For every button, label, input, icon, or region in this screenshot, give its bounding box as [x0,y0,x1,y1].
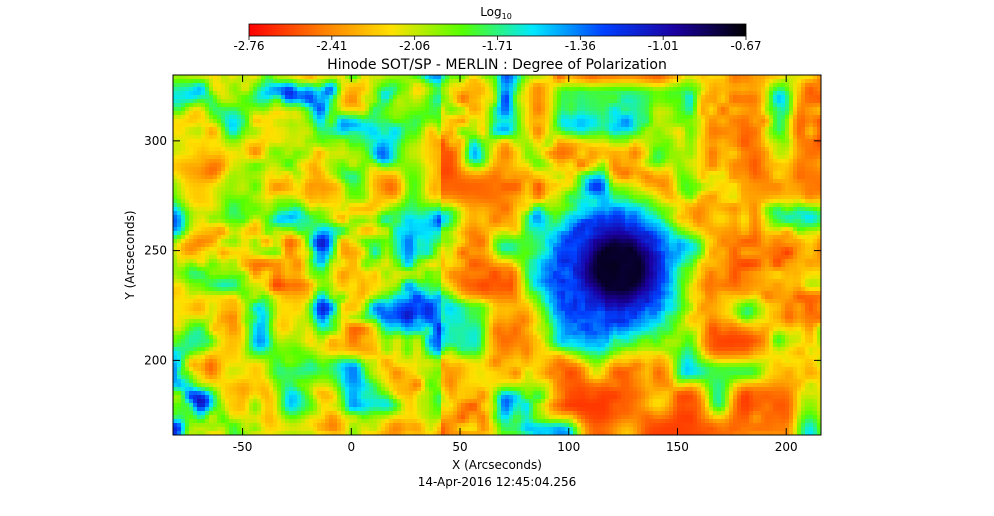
timestamp: 14-Apr-2016 12:45:04.256 [418,475,577,489]
colorbar-label: Log10 [480,5,512,21]
chart-title: Hinode SOT/SP - MERLIN : Degree of Polar… [327,57,667,73]
colorbar-tick-label: -2.41 [316,39,347,53]
colorbar-tick-label: -1.36 [565,39,596,53]
x-axis-label: X (Arcseconds) [452,458,542,472]
colorbar [249,24,746,36]
colorbar-tick-label: -0.67 [730,39,761,53]
y-tick-label: 250 [144,244,167,258]
colorbar-tick-label: -1.01 [648,39,679,53]
colorbar-tick-label: -1.71 [482,39,513,53]
colorbar-ticks: -2.76 -2.41 -2.06 -1.71 -1.36 -1.01 -0.67 [233,36,761,53]
y-axis-label: Y (Arcseconds) [123,210,137,300]
colorbar-label-subscript: 10 [502,12,512,21]
x-tick-label: 0 [347,440,355,454]
x-tick-label: 50 [452,440,467,454]
y-tick-label: 300 [144,134,167,148]
x-tick-label: 150 [666,440,689,454]
y-tick-label: 200 [144,353,167,367]
colorbar-tick-label: -2.06 [399,39,430,53]
colorbar-tick-label: -2.76 [233,39,264,53]
x-tick-label: 100 [557,440,580,454]
x-tick-label: -50 [233,440,253,454]
x-tick-label: 200 [775,440,798,454]
heatmap-image [173,75,821,435]
